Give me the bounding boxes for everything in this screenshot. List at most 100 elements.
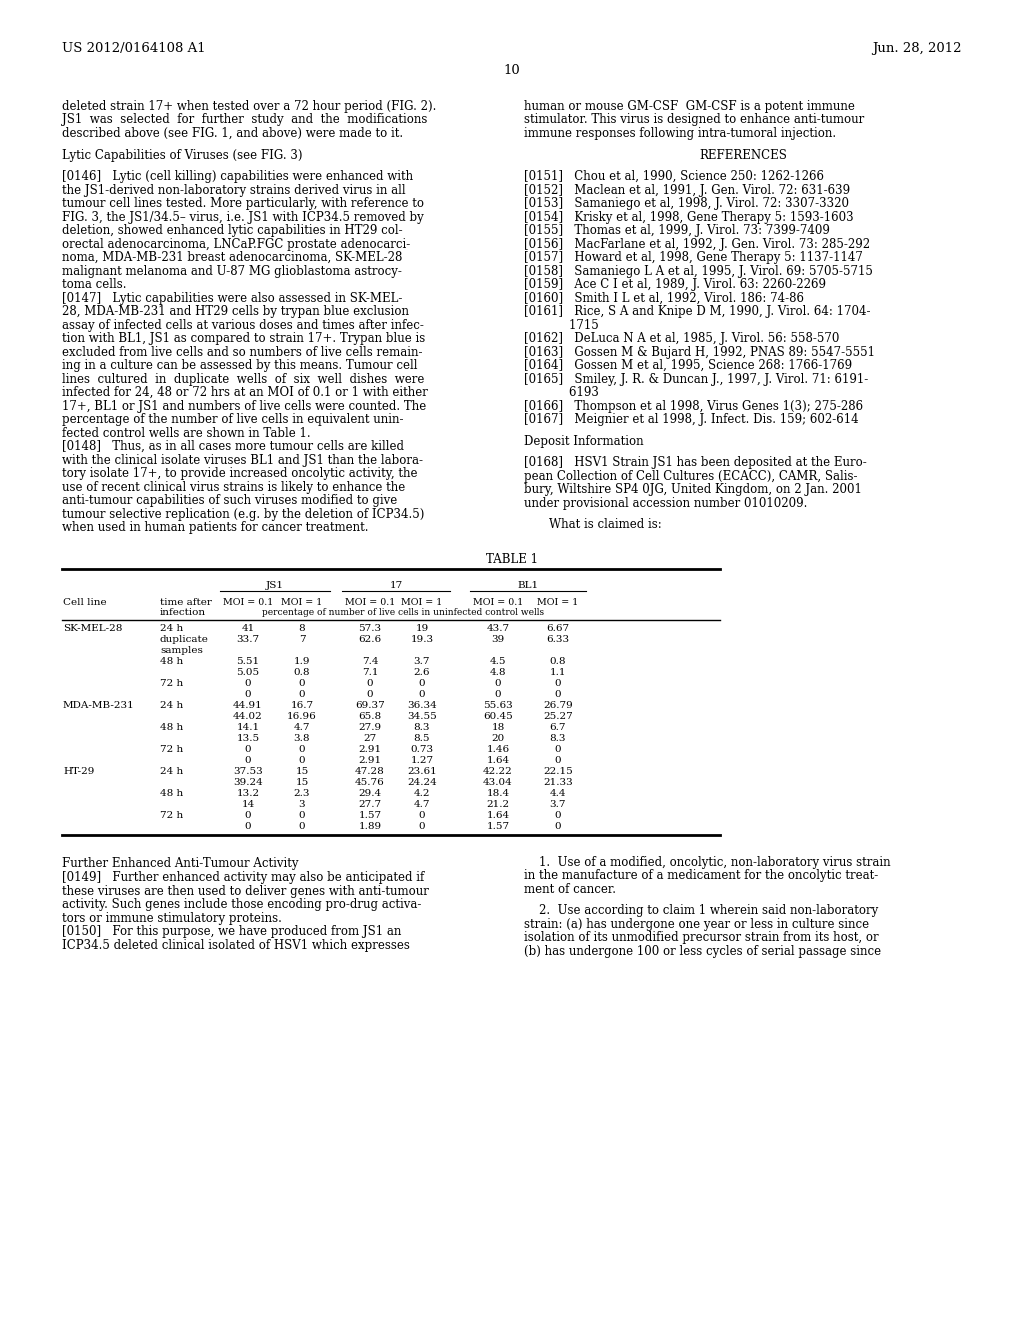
Text: 0: 0	[555, 810, 561, 820]
Text: 8.5: 8.5	[414, 734, 430, 743]
Text: tumour cell lines tested. More particularly, with reference to: tumour cell lines tested. More particula…	[62, 197, 424, 210]
Text: 0: 0	[419, 810, 425, 820]
Text: 37.53: 37.53	[233, 767, 263, 776]
Text: [0166]   Thompson et al 1998, Virus Genes 1(3); 275-286: [0166] Thompson et al 1998, Virus Genes …	[524, 400, 863, 413]
Text: 18.4: 18.4	[486, 789, 510, 797]
Text: 33.7: 33.7	[237, 635, 259, 644]
Text: 28, MDA-MB-231 and HT29 cells by trypan blue exclusion: 28, MDA-MB-231 and HT29 cells by trypan …	[62, 305, 409, 318]
Text: 0: 0	[299, 821, 305, 830]
Text: percentage of the number of live cells in equivalent unin-: percentage of the number of live cells i…	[62, 413, 403, 426]
Text: samples: samples	[160, 645, 203, 655]
Text: tion with BL1, JS1 as compared to strain 17+. Trypan blue is: tion with BL1, JS1 as compared to strain…	[62, 333, 425, 346]
Text: excluded from live cells and so numbers of live cells remain-: excluded from live cells and so numbers …	[62, 346, 423, 359]
Text: [0157]   Howard et al, 1998, Gene Therapy 5: 1137-1147: [0157] Howard et al, 1998, Gene Therapy …	[524, 251, 863, 264]
Text: 0: 0	[299, 678, 305, 688]
Text: [0147]   Lytic capabilities were also assessed in SK-MEL-: [0147] Lytic capabilities were also asse…	[62, 292, 402, 305]
Text: 72 h: 72 h	[160, 744, 183, 754]
Text: 48 h: 48 h	[160, 789, 183, 797]
Text: [0164]   Gossen M et al, 1995, Science 268: 1766-1769: [0164] Gossen M et al, 1995, Science 268…	[524, 359, 852, 372]
Text: 42.22: 42.22	[483, 767, 513, 776]
Text: Cell line: Cell line	[63, 598, 106, 607]
Text: 0: 0	[245, 689, 251, 698]
Text: assay of infected cells at various doses and times after infec-: assay of infected cells at various doses…	[62, 318, 424, 331]
Text: 6.33: 6.33	[547, 635, 569, 644]
Text: tory isolate 17+, to provide increased oncolytic activity, the: tory isolate 17+, to provide increased o…	[62, 467, 418, 480]
Text: 3.8: 3.8	[294, 734, 310, 743]
Text: 17: 17	[389, 581, 402, 590]
Text: 13.2: 13.2	[237, 789, 259, 797]
Text: described above (see FIG. 1, and above) were made to it.: described above (see FIG. 1, and above) …	[62, 127, 403, 140]
Text: deletion, showed enhanced lytic capabilities in HT29 col-: deletion, showed enhanced lytic capabili…	[62, 224, 402, 238]
Text: 1.9: 1.9	[294, 657, 310, 665]
Text: 3.7: 3.7	[414, 657, 430, 665]
Text: 0: 0	[367, 689, 374, 698]
Text: 16.7: 16.7	[291, 701, 313, 710]
Text: 7.1: 7.1	[361, 668, 378, 677]
Text: infected for 24, 48 or 72 hrs at an MOI of 0.1 or 1 with either: infected for 24, 48 or 72 hrs at an MOI …	[62, 387, 428, 399]
Text: 2.3: 2.3	[294, 789, 310, 797]
Text: 0: 0	[299, 689, 305, 698]
Text: 48 h: 48 h	[160, 657, 183, 665]
Text: MOI = 1: MOI = 1	[282, 598, 323, 607]
Text: 23.61: 23.61	[408, 767, 437, 776]
Text: 0: 0	[245, 755, 251, 764]
Text: MOI = 0.1: MOI = 0.1	[473, 598, 523, 607]
Text: malignant melanoma and U-87 MG glioblastoma astrocy-: malignant melanoma and U-87 MG glioblast…	[62, 265, 401, 277]
Text: [0156]   MacFarlane et al, 1992, J. Gen. Virol. 73: 285-292: [0156] MacFarlane et al, 1992, J. Gen. V…	[524, 238, 870, 251]
Text: toma cells.: toma cells.	[62, 279, 127, 292]
Text: ing in a culture can be assessed by this means. Tumour cell: ing in a culture can be assessed by this…	[62, 359, 418, 372]
Text: 1.64: 1.64	[486, 810, 510, 820]
Text: MOI = 0.1: MOI = 0.1	[345, 598, 395, 607]
Text: 3.7: 3.7	[550, 800, 566, 809]
Text: [0162]   DeLuca N A et al, 1985, J. Virol. 56: 558-570: [0162] DeLuca N A et al, 1985, J. Virol.…	[524, 333, 840, 346]
Text: 1715: 1715	[524, 318, 599, 331]
Text: 0: 0	[555, 689, 561, 698]
Text: 5.05: 5.05	[237, 668, 259, 677]
Text: noma, MDA-MB-231 breast adenocarcinoma, SK-MEL-28: noma, MDA-MB-231 breast adenocarcinoma, …	[62, 251, 402, 264]
Text: 2.6: 2.6	[414, 668, 430, 677]
Text: US 2012/0164108 A1: US 2012/0164108 A1	[62, 42, 206, 55]
Text: 1.  Use of a modified, oncolytic, non-laboratory virus strain: 1. Use of a modified, oncolytic, non-lab…	[524, 855, 891, 869]
Text: 4.7: 4.7	[414, 800, 430, 809]
Text: 8.3: 8.3	[550, 734, 566, 743]
Text: 48 h: 48 h	[160, 723, 183, 731]
Text: [0161]   Rice, S A and Knipe D M, 1990, J. Virol. 64: 1704-: [0161] Rice, S A and Knipe D M, 1990, J.…	[524, 305, 870, 318]
Text: 0.8: 0.8	[294, 668, 310, 677]
Text: 1.64: 1.64	[486, 755, 510, 764]
Text: Deposit Information: Deposit Information	[524, 434, 644, 447]
Text: [0165]   Smiley, J. R. & Duncan J., 1997, J. Virol. 71: 6191-: [0165] Smiley, J. R. & Duncan J., 1997, …	[524, 372, 868, 385]
Text: 27.7: 27.7	[358, 800, 382, 809]
Text: JS1: JS1	[266, 581, 284, 590]
Text: MOI = 1: MOI = 1	[401, 598, 442, 607]
Text: [0152]   Maclean et al, 1991, J. Gen. Virol. 72: 631-639: [0152] Maclean et al, 1991, J. Gen. Viro…	[524, 183, 850, 197]
Text: 62.6: 62.6	[358, 635, 382, 644]
Text: 39.24: 39.24	[233, 777, 263, 787]
Text: [0151]   Chou et al, 1990, Science 250: 1262-1266: [0151] Chou et al, 1990, Science 250: 12…	[524, 170, 824, 183]
Text: 4.2: 4.2	[414, 789, 430, 797]
Text: 8.3: 8.3	[414, 723, 430, 731]
Text: 24.24: 24.24	[408, 777, 437, 787]
Text: pean Collection of Cell Cultures (ECACC), CAMR, Salis-: pean Collection of Cell Cultures (ECACC)…	[524, 470, 857, 483]
Text: 6.7: 6.7	[550, 723, 566, 731]
Text: 1.27: 1.27	[411, 755, 433, 764]
Text: 72 h: 72 h	[160, 678, 183, 688]
Text: REFERENCES: REFERENCES	[699, 149, 786, 161]
Text: What is claimed is:: What is claimed is:	[549, 519, 662, 532]
Text: 16.96: 16.96	[287, 711, 316, 721]
Text: 21.33: 21.33	[543, 777, 572, 787]
Text: [0167]   Meignier et al 1998, J. Infect. Dis. 159; 602-614: [0167] Meignier et al 1998, J. Infect. D…	[524, 413, 859, 426]
Text: 44.02: 44.02	[233, 711, 263, 721]
Text: in the manufacture of a medicament for the oncolytic treat-: in the manufacture of a medicament for t…	[524, 869, 879, 882]
Text: 0: 0	[245, 744, 251, 754]
Text: FIG. 3, the JS1/34.5– virus, i.e. JS1 with ICP34.5 removed by: FIG. 3, the JS1/34.5– virus, i.e. JS1 wi…	[62, 211, 424, 223]
Text: 0: 0	[299, 744, 305, 754]
Text: [0155]   Thomas et al, 1999, J. Virol. 73: 7399-7409: [0155] Thomas et al, 1999, J. Virol. 73:…	[524, 224, 829, 238]
Text: JS1  was  selected  for  further  study  and  the  modifications: JS1 was selected for further study and t…	[62, 114, 427, 127]
Text: [0168]   HSV1 Strain JS1 has been deposited at the Euro-: [0168] HSV1 Strain JS1 has been deposite…	[524, 457, 866, 470]
Text: anti-tumour capabilities of such viruses modified to give: anti-tumour capabilities of such viruses…	[62, 494, 397, 507]
Text: Jun. 28, 2012: Jun. 28, 2012	[872, 42, 962, 55]
Text: 0: 0	[245, 810, 251, 820]
Text: 15: 15	[295, 767, 308, 776]
Text: [0163]   Gossen M & Bujard H, 1992, PNAS 89: 5547-5551: [0163] Gossen M & Bujard H, 1992, PNAS 8…	[524, 346, 874, 359]
Text: 1.57: 1.57	[486, 821, 510, 830]
